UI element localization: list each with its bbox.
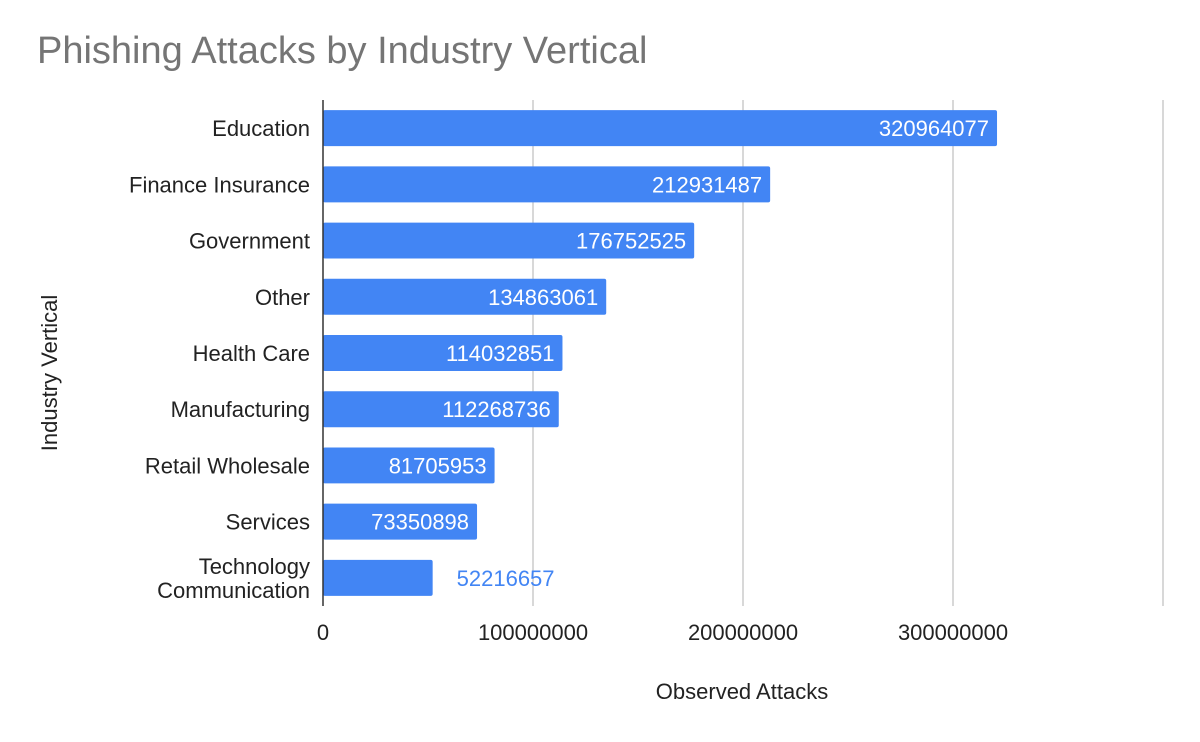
bar <box>323 559 433 596</box>
data-label: 52216657 <box>457 566 555 591</box>
labels: 0 100000000 200000000 300000000 Education 320… <box>129 116 1008 645</box>
x-axis-title: Observed Attacks <box>656 679 828 704</box>
data-label: 134863061 <box>488 285 598 310</box>
bar <box>323 110 998 147</box>
data-label: 114032851 <box>446 341 555 366</box>
category-label: Technology Communication <box>157 554 310 603</box>
category-label: Retail Wholesale <box>145 453 310 478</box>
x-tick-label: 300000000 <box>898 620 1008 645</box>
bar <box>323 278 607 315</box>
x-tick-label: 0 <box>317 620 329 645</box>
category-label: Finance Insurance <box>129 172 310 197</box>
data-label: 176752525 <box>576 229 686 254</box>
bar <box>323 503 478 540</box>
bar <box>323 222 695 259</box>
bar <box>323 391 559 428</box>
data-label: 81705953 <box>389 453 487 478</box>
x-tick-label: 200000000 <box>688 620 798 645</box>
data-label: 112268736 <box>442 397 551 422</box>
category-label: Education <box>212 116 310 141</box>
category-label: Services <box>226 510 310 535</box>
y-axis-title: Industry Vertical <box>37 295 62 452</box>
data-label: 320964077 <box>879 116 989 141</box>
chart-title: Phishing Attacks by Industry Vertical <box>37 30 648 72</box>
data-label: 212931487 <box>652 172 762 197</box>
category-label: Other <box>255 285 310 310</box>
category-label: Manufacturing <box>171 397 310 422</box>
category-label: Health Care <box>193 341 310 366</box>
bars <box>323 110 998 596</box>
x-tick-label: 100000000 <box>478 620 588 645</box>
category-label: Government <box>189 229 310 254</box>
data-label: 73350898 <box>371 510 469 535</box>
bar <box>323 335 563 371</box>
bar <box>323 166 771 203</box>
bar <box>323 447 495 484</box>
